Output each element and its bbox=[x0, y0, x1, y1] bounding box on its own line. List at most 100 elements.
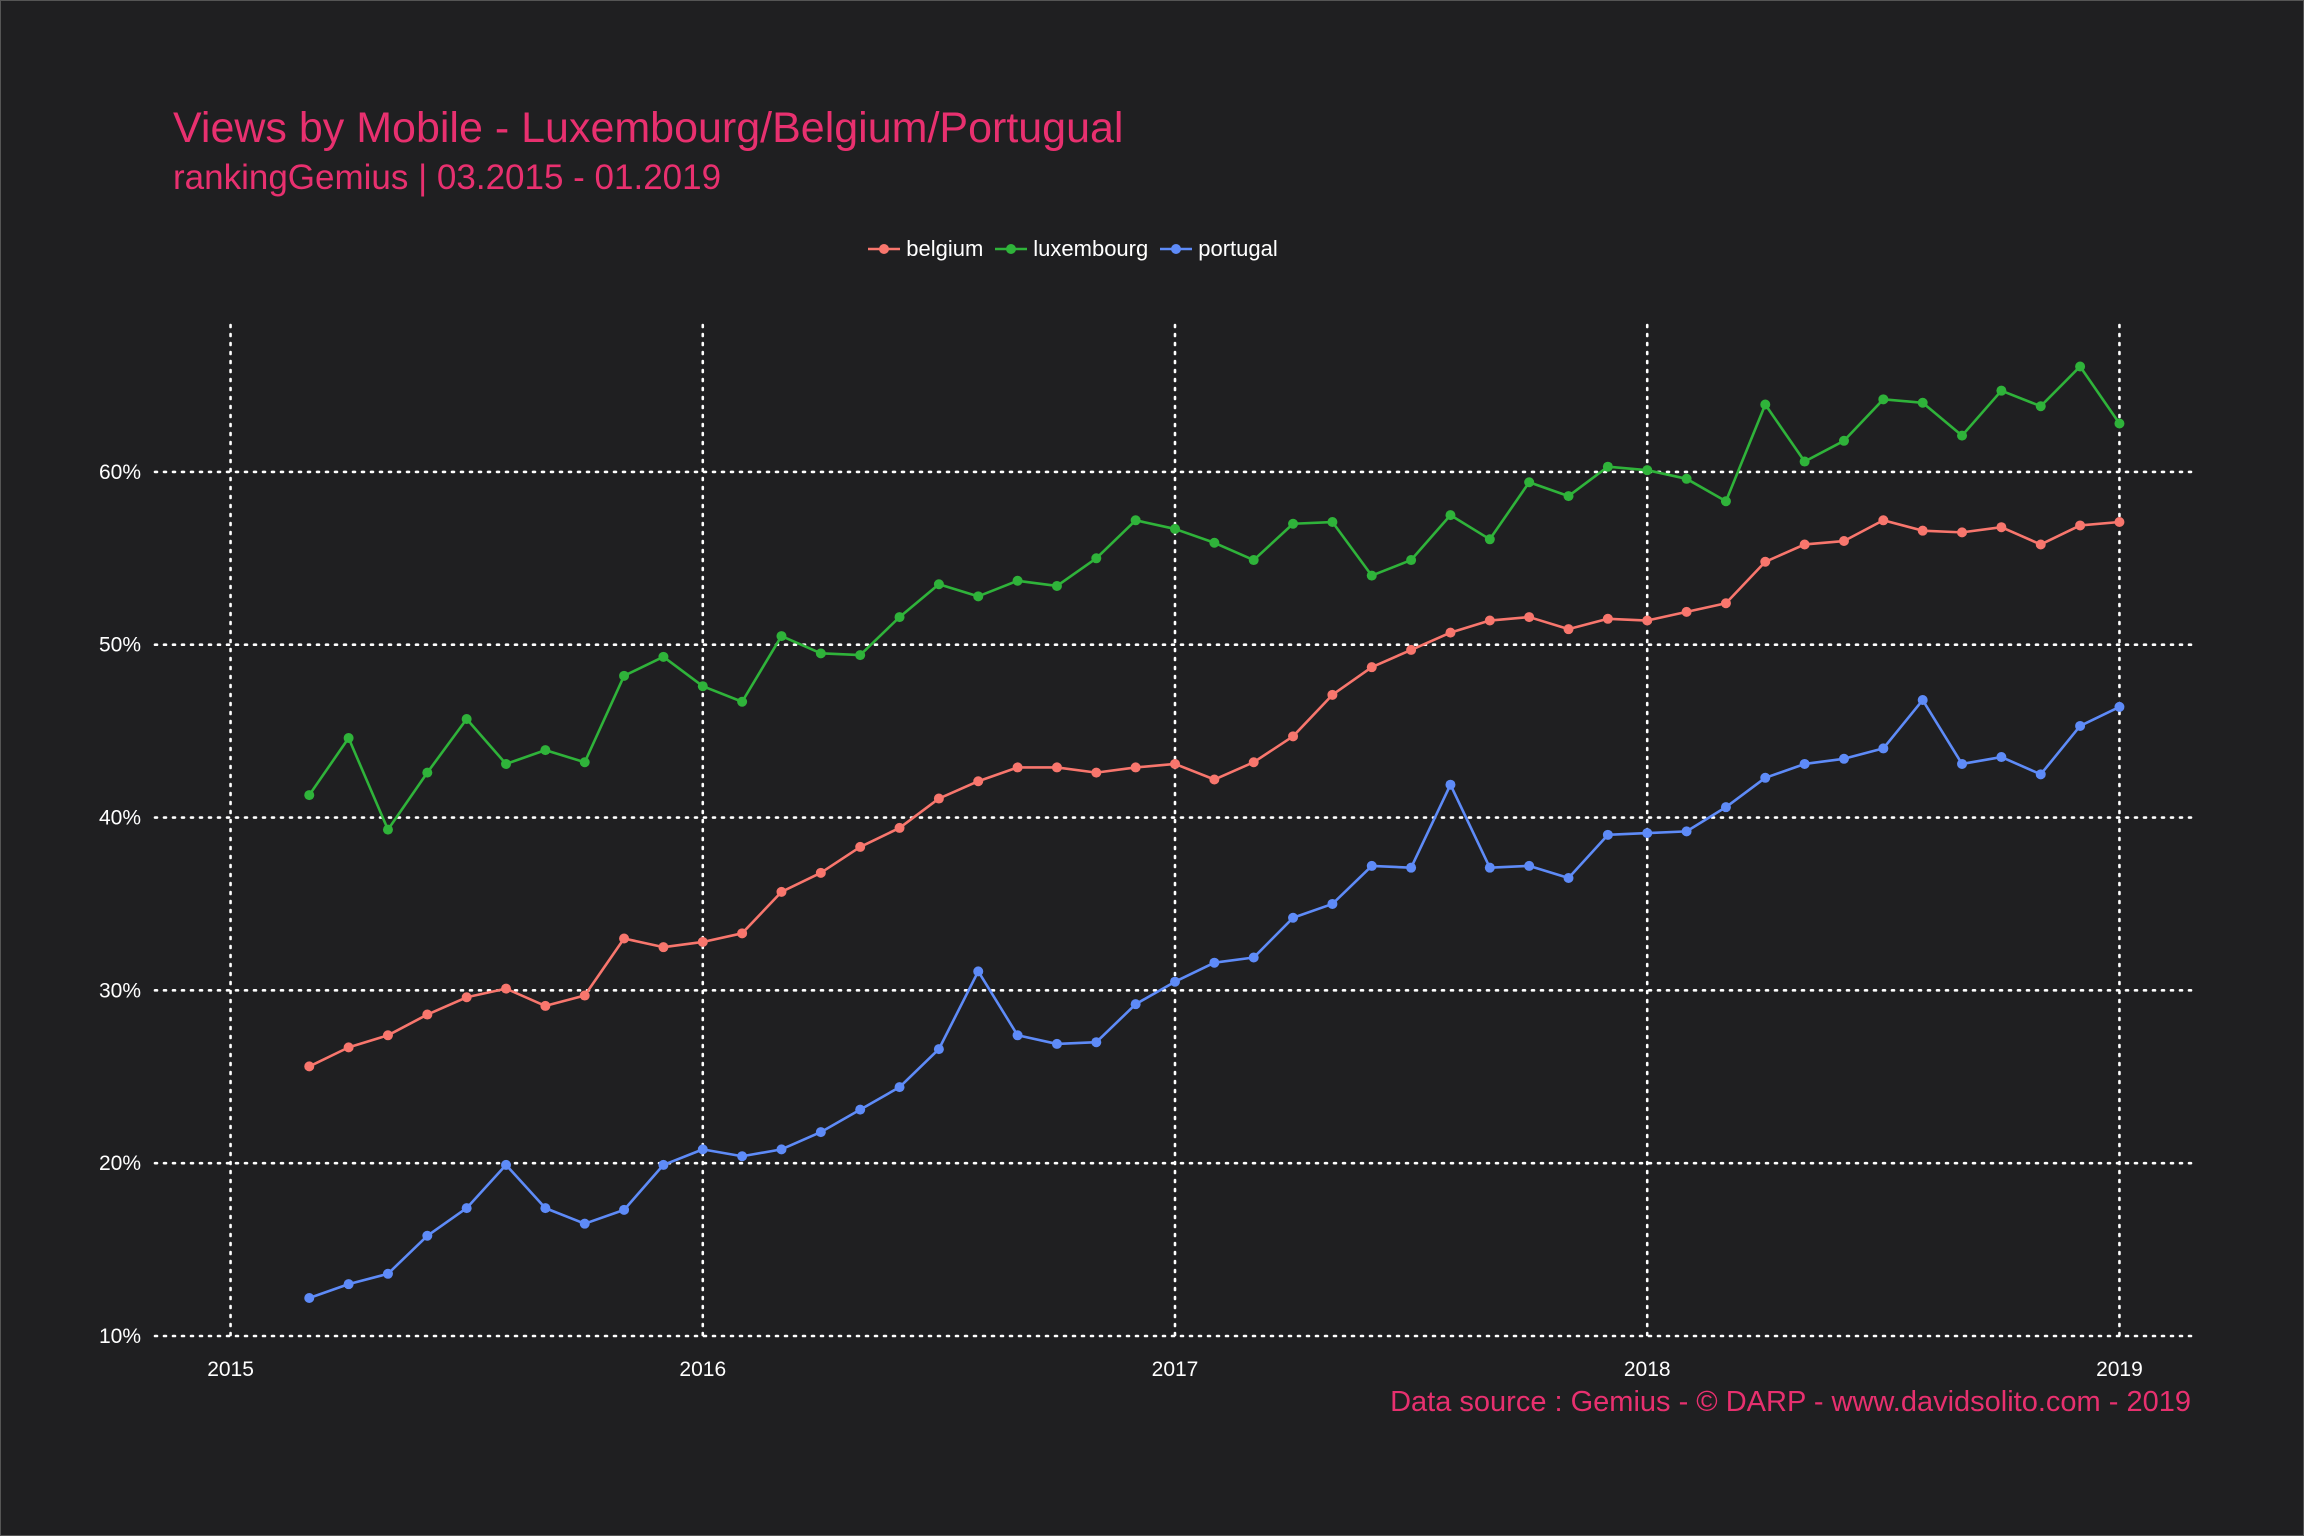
legend-key-belgium bbox=[868, 244, 901, 254]
data-point-luxembourg bbox=[1484, 534, 1495, 545]
data-point-belgium bbox=[1720, 598, 1731, 609]
x-tick-label: 2018 bbox=[1624, 1358, 1671, 1381]
data-point-belgium bbox=[1642, 615, 1653, 626]
data-point-luxembourg bbox=[501, 758, 512, 769]
data-point-belgium bbox=[1563, 624, 1574, 635]
data-point-portugal bbox=[1602, 829, 1613, 840]
data-point-portugal bbox=[461, 1203, 472, 1214]
data-point-portugal bbox=[1051, 1038, 1062, 1049]
data-point-belgium bbox=[815, 867, 826, 878]
data-point-luxembourg bbox=[697, 681, 708, 692]
y-tick-label: 10% bbox=[99, 1325, 141, 1348]
legend-item-luxembourg: luxembourg bbox=[993, 236, 1148, 262]
y-tick-label: 40% bbox=[99, 807, 141, 830]
data-point-belgium bbox=[540, 1000, 551, 1011]
data-point-luxembourg bbox=[1760, 399, 1771, 410]
data-point-belgium bbox=[933, 793, 944, 804]
data-point-portugal bbox=[1681, 826, 1692, 837]
data-point-luxembourg bbox=[737, 696, 748, 707]
data-point-luxembourg bbox=[343, 733, 354, 744]
data-point-luxembourg bbox=[1288, 518, 1299, 529]
data-point-luxembourg bbox=[382, 824, 393, 835]
data-point-portugal bbox=[304, 1292, 315, 1303]
data-point-belgium bbox=[658, 942, 669, 953]
data-point-luxembourg bbox=[1602, 461, 1613, 472]
data-point-portugal bbox=[737, 1151, 748, 1162]
data-point-belgium bbox=[2114, 517, 2125, 528]
data-point-portugal bbox=[619, 1204, 630, 1215]
data-point-belgium bbox=[1602, 613, 1613, 624]
data-point-luxembourg bbox=[2114, 418, 2125, 429]
data-point-portugal bbox=[1012, 1030, 1023, 1041]
data-point-portugal bbox=[1445, 779, 1456, 790]
data-point-belgium bbox=[1170, 758, 1180, 769]
data-point-luxembourg bbox=[1957, 430, 1968, 441]
data-point-belgium bbox=[461, 992, 472, 1003]
data-point-portugal bbox=[815, 1127, 826, 1138]
y-tick-label: 60% bbox=[99, 461, 141, 484]
data-point-belgium bbox=[501, 983, 512, 994]
data-point-luxembourg bbox=[1563, 491, 1574, 502]
data-point-belgium bbox=[1760, 556, 1771, 567]
data-point-belgium bbox=[1327, 689, 1338, 700]
data-point-belgium bbox=[1838, 536, 1849, 547]
data-point-luxembourg bbox=[1445, 510, 1456, 521]
data-point-belgium bbox=[422, 1009, 433, 1020]
data-point-belgium bbox=[973, 776, 984, 787]
data-point-luxembourg bbox=[1130, 515, 1141, 526]
x-tick-label: 2017 bbox=[1152, 1358, 1199, 1381]
data-point-luxembourg bbox=[619, 670, 630, 681]
data-point-portugal bbox=[1288, 912, 1299, 923]
data-point-belgium bbox=[1957, 527, 1968, 538]
data-point-portugal bbox=[1327, 898, 1338, 909]
data-point-luxembourg bbox=[1642, 465, 1653, 476]
data-point-luxembourg bbox=[1917, 397, 1928, 408]
data-point-portugal bbox=[776, 1144, 787, 1155]
data-point-luxembourg bbox=[933, 579, 944, 590]
data-point-portugal bbox=[973, 966, 984, 977]
data-point-luxembourg bbox=[1406, 555, 1417, 566]
data-point-belgium bbox=[776, 886, 787, 897]
data-point-luxembourg bbox=[1051, 580, 1062, 591]
data-point-belgium bbox=[1681, 606, 1692, 617]
data-point-belgium bbox=[894, 822, 905, 833]
data-point-luxembourg bbox=[304, 790, 315, 801]
data-point-portugal bbox=[540, 1203, 551, 1214]
data-point-portugal bbox=[1484, 862, 1495, 873]
data-point-portugal bbox=[1917, 695, 1928, 706]
data-point-portugal bbox=[1957, 758, 1968, 769]
chart-caption: Data source : Gemius - © DARP - www.davi… bbox=[1390, 1386, 2191, 1418]
data-point-belgium bbox=[579, 990, 590, 1001]
data-point-belgium bbox=[737, 928, 748, 939]
data-point-portugal bbox=[1642, 828, 1653, 839]
data-point-belgium bbox=[1051, 762, 1062, 773]
legend-item-portugal: portugal bbox=[1158, 236, 1278, 262]
legend-label: portugal bbox=[1198, 236, 1278, 261]
data-point-portugal bbox=[1366, 860, 1377, 871]
data-point-portugal bbox=[855, 1104, 866, 1115]
legend: belgium luxembourg portugal bbox=[0, 236, 2224, 262]
legend-key-luxembourg bbox=[995, 244, 1028, 254]
data-point-luxembourg bbox=[1996, 385, 2007, 396]
data-point-belgium bbox=[1406, 644, 1417, 655]
y-tick-label: 20% bbox=[99, 1152, 141, 1175]
data-point-belgium bbox=[1366, 662, 1377, 673]
data-point-belgium bbox=[1130, 762, 1141, 773]
data-point-belgium bbox=[343, 1042, 354, 1053]
data-point-luxembourg bbox=[540, 745, 551, 756]
data-point-belgium bbox=[855, 841, 866, 852]
data-point-portugal bbox=[894, 1082, 905, 1093]
data-point-portugal bbox=[1209, 957, 1220, 968]
data-point-portugal bbox=[422, 1230, 433, 1241]
series-line-belgium bbox=[308, 518, 2120, 1068]
data-point-luxembourg bbox=[1524, 477, 1535, 488]
data-point-belgium bbox=[1288, 731, 1299, 742]
data-point-portugal bbox=[1130, 999, 1141, 1010]
data-point-belgium bbox=[1524, 612, 1535, 623]
data-point-luxembourg bbox=[1681, 473, 1692, 484]
data-point-luxembourg bbox=[422, 767, 433, 778]
data-point-luxembourg bbox=[855, 650, 866, 661]
data-point-belgium bbox=[1248, 757, 1259, 768]
